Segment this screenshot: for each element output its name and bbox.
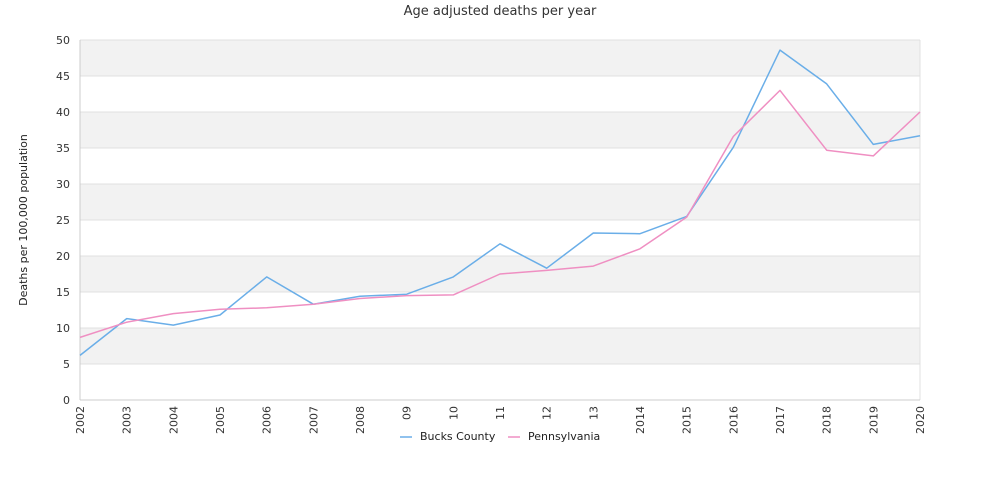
x-tick-label: 09 <box>401 406 414 420</box>
grid-band <box>80 148 920 184</box>
y-tick-label: 20 <box>56 250 70 263</box>
x-tick-label: 11 <box>494 406 507 420</box>
x-tick-label: 10 <box>447 406 460 420</box>
grid-band <box>80 364 920 400</box>
grid-bands <box>80 40 920 400</box>
legend-label: Bucks County <box>420 430 496 443</box>
y-tick-label: 50 <box>56 34 70 47</box>
x-tick-label: 2018 <box>821 406 834 434</box>
x-tick-label: 2016 <box>727 406 740 434</box>
x-tick-label: 2005 <box>214 406 227 434</box>
x-tick-label: 2002 <box>74 406 87 434</box>
y-tick-label: 35 <box>56 142 70 155</box>
y-tick-label: 40 <box>56 106 70 119</box>
y-tick-label: 30 <box>56 178 70 191</box>
x-tick-label: 2019 <box>867 406 880 434</box>
y-tick-label: 45 <box>56 70 70 83</box>
x-axis-ticks: 2002 2003 2004 2005 2006 2007 2008 09 10 11 12 13 20… <box>74 406 927 434</box>
x-tick-label: 12 <box>541 406 554 420</box>
grid-band <box>80 220 920 256</box>
chart-title: Age adjusted deaths per year <box>404 4 597 19</box>
x-tick-label: 2017 <box>774 406 787 434</box>
grid-band <box>80 184 920 220</box>
x-tick-label: 2006 <box>261 406 274 434</box>
grid-band <box>80 112 920 148</box>
legend: Bucks County Pennsylvania <box>400 430 600 443</box>
x-tick-label: 2014 <box>634 406 647 434</box>
x-tick-label: 2004 <box>167 406 180 434</box>
x-tick-label: 2008 <box>354 406 367 434</box>
y-tick-label: 5 <box>63 358 70 371</box>
x-tick-label: 2015 <box>681 406 694 434</box>
series-line-pennsylvania <box>79 89 921 339</box>
y-axis-ticks: 0 5 10 15 20 25 30 35 40 45 50 <box>56 34 70 407</box>
grid-lines <box>79 39 921 401</box>
y-axis-label: Deaths per 100,000 population <box>17 134 30 306</box>
x-tick-label: 2007 <box>307 406 320 434</box>
series-lines <box>79 49 921 356</box>
x-tick-label: 2020 <box>914 406 927 434</box>
grid-band <box>80 40 920 76</box>
y-tick-label: 15 <box>56 286 70 299</box>
grid-band <box>80 76 920 112</box>
legend-label: Pennsylvania <box>528 430 600 443</box>
y-tick-label: 25 <box>56 214 70 227</box>
x-tick-label: 2003 <box>121 406 134 434</box>
y-tick-label: 10 <box>56 322 70 335</box>
x-tick-label: 13 <box>587 406 600 420</box>
grid-band <box>80 328 920 364</box>
y-tick-label: 0 <box>63 394 70 407</box>
series-line-bucks-county <box>79 49 921 356</box>
